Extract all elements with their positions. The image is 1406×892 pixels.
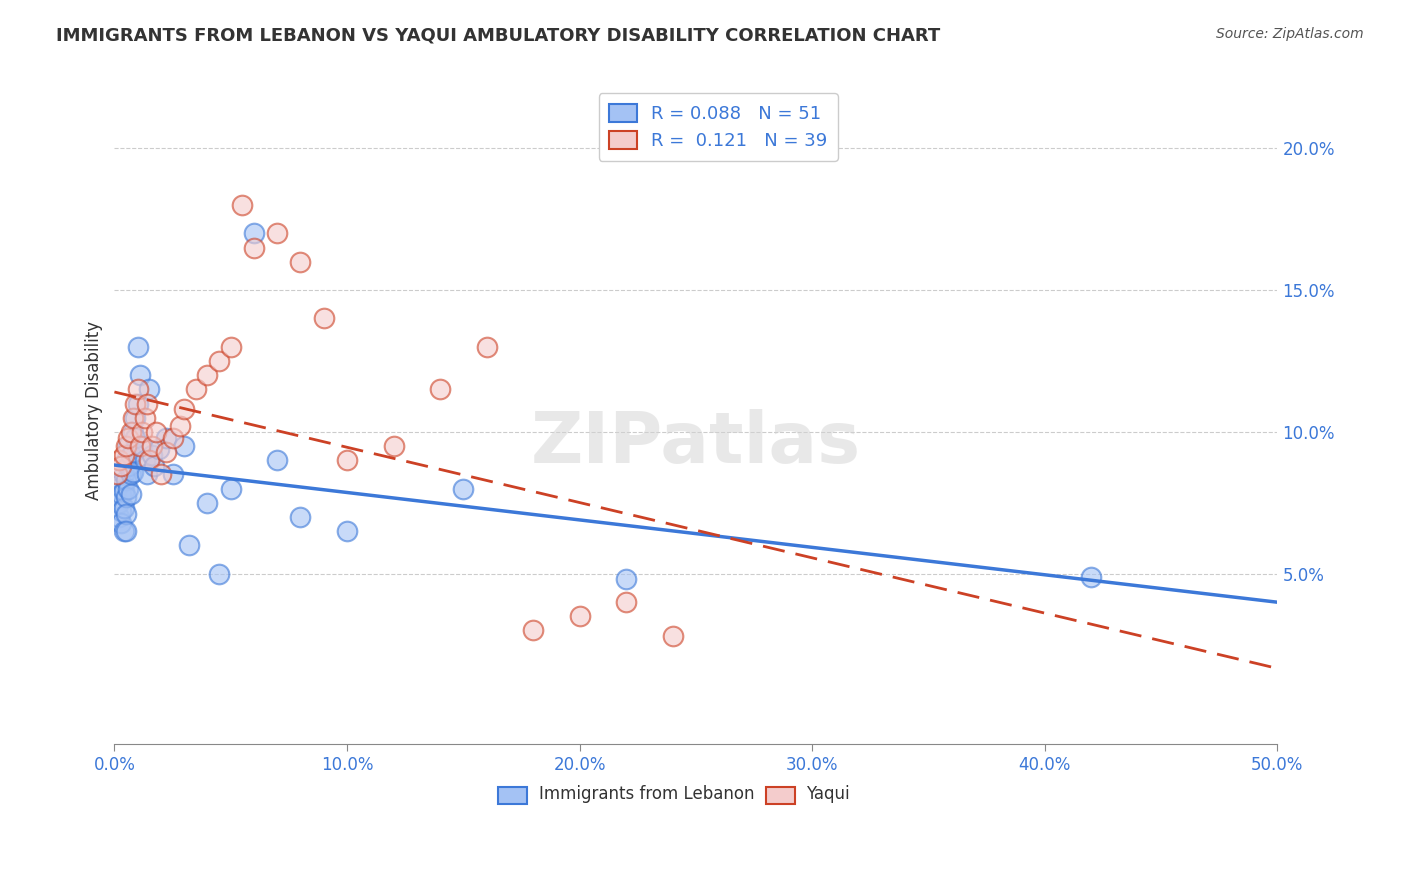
Point — [120, 425, 142, 439]
Point — [145, 425, 167, 439]
Point — [115, 490, 138, 504]
Text: Yaqui: Yaqui — [807, 785, 851, 803]
Point — [131, 439, 153, 453]
Point — [112, 524, 135, 538]
Point — [177, 538, 200, 552]
Point — [336, 453, 359, 467]
Text: Source: ZipAtlas.com: Source: ZipAtlas.com — [1216, 27, 1364, 41]
Point — [115, 524, 138, 538]
Point — [231, 198, 253, 212]
Point — [141, 439, 163, 453]
Point — [127, 340, 149, 354]
Point — [312, 311, 335, 326]
Point — [173, 439, 195, 453]
Point — [614, 595, 637, 609]
Point — [382, 439, 405, 453]
Point — [219, 340, 242, 354]
Point — [131, 425, 153, 439]
Point — [138, 383, 160, 397]
Point — [142, 458, 165, 473]
Point — [197, 368, 219, 383]
Point — [169, 419, 191, 434]
Point — [124, 431, 146, 445]
Y-axis label: Ambulatory Disability: Ambulatory Disability — [86, 321, 103, 500]
Point — [136, 396, 159, 410]
Point — [108, 496, 131, 510]
Point — [120, 487, 142, 501]
Point — [173, 402, 195, 417]
Point — [148, 442, 170, 456]
Point — [110, 487, 132, 501]
Point — [290, 254, 312, 268]
Point — [122, 465, 145, 479]
Point — [120, 448, 142, 462]
Point — [208, 566, 231, 581]
Point — [475, 340, 498, 354]
Point — [110, 475, 132, 490]
Point — [108, 453, 131, 467]
Point — [112, 467, 135, 482]
Point — [127, 396, 149, 410]
Point — [243, 241, 266, 255]
Text: ZIPatlas: ZIPatlas — [531, 409, 860, 478]
Point — [127, 383, 149, 397]
Point — [129, 439, 152, 453]
Point — [336, 524, 359, 538]
Point — [124, 410, 146, 425]
Point — [453, 482, 475, 496]
Point — [122, 425, 145, 439]
Point — [614, 573, 637, 587]
Point — [112, 501, 135, 516]
Point — [162, 431, 184, 445]
Point — [1080, 569, 1102, 583]
Point — [266, 453, 288, 467]
Point — [661, 629, 683, 643]
Point — [429, 383, 451, 397]
Point — [136, 467, 159, 482]
FancyBboxPatch shape — [766, 787, 794, 804]
Point — [266, 227, 288, 241]
Point — [110, 504, 132, 518]
Point — [115, 473, 138, 487]
Point — [105, 467, 128, 482]
Point — [110, 458, 132, 473]
Point — [117, 458, 139, 473]
Point — [522, 624, 544, 638]
Point — [120, 467, 142, 482]
Point — [124, 396, 146, 410]
Point — [112, 448, 135, 462]
Point — [290, 510, 312, 524]
Point — [122, 444, 145, 458]
Point — [115, 453, 138, 467]
Point — [162, 467, 184, 482]
Text: IMMIGRANTS FROM LEBANON VS YAQUI AMBULATORY DISABILITY CORRELATION CHART: IMMIGRANTS FROM LEBANON VS YAQUI AMBULAT… — [56, 27, 941, 45]
Legend: R = 0.088   N = 51, R =  0.121   N = 39: R = 0.088 N = 51, R = 0.121 N = 39 — [599, 93, 838, 161]
Point — [117, 482, 139, 496]
Point — [197, 496, 219, 510]
Point — [112, 484, 135, 499]
Point — [568, 609, 591, 624]
FancyBboxPatch shape — [498, 787, 527, 804]
Text: Immigrants from Lebanon: Immigrants from Lebanon — [538, 785, 755, 803]
Point — [129, 368, 152, 383]
Point — [115, 507, 138, 521]
Point — [134, 453, 156, 467]
Point — [155, 444, 177, 458]
Point — [108, 510, 131, 524]
Point — [243, 227, 266, 241]
Point — [105, 482, 128, 496]
Point — [122, 410, 145, 425]
Point — [134, 410, 156, 425]
Point — [117, 431, 139, 445]
Point — [117, 439, 139, 453]
Point — [115, 439, 138, 453]
Point — [219, 482, 242, 496]
Point — [110, 516, 132, 530]
Point — [208, 354, 231, 368]
Point — [155, 431, 177, 445]
Point — [141, 448, 163, 462]
Point — [149, 467, 172, 482]
Point — [184, 383, 207, 397]
Point — [138, 453, 160, 467]
